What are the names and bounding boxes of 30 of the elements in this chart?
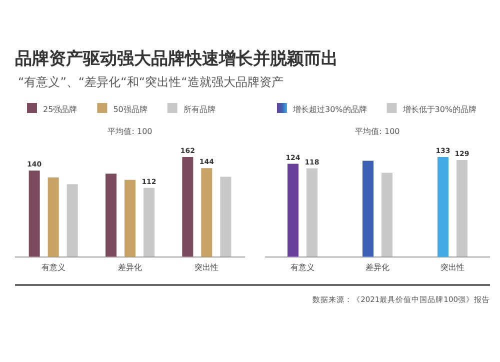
bar bbox=[48, 177, 59, 257]
bar bbox=[382, 172, 392, 257]
bar bbox=[456, 160, 468, 257]
bar bbox=[362, 160, 374, 257]
x-tick-label: 差异化 bbox=[366, 263, 390, 272]
bar bbox=[438, 157, 448, 257]
bar bbox=[288, 164, 298, 257]
bar bbox=[306, 168, 318, 257]
chart-title: 品牌资产驱动强大品牌快速增长并脱颖而出 bbox=[15, 49, 338, 69]
legend-label: 50强品牌 bbox=[113, 105, 148, 114]
x-tick-label: 突出性 bbox=[194, 263, 219, 272]
bar bbox=[201, 168, 212, 257]
legend-label: 25强品牌 bbox=[43, 105, 78, 114]
bar bbox=[66, 184, 78, 257]
legend-label: 增长低于30%的品牌 bbox=[402, 105, 477, 114]
bar bbox=[28, 170, 40, 257]
x-tick-label: 有意义 bbox=[290, 263, 314, 272]
text: 平均值: 100 bbox=[108, 127, 152, 136]
text: 平均值: 100 bbox=[355, 127, 400, 136]
legend-label: 所有品牌 bbox=[183, 105, 216, 114]
legend-label: 增长超过30%的品牌 bbox=[292, 105, 367, 114]
x-tick-label: 有意义 bbox=[41, 263, 66, 272]
bar bbox=[182, 157, 194, 257]
bar bbox=[124, 180, 136, 257]
bar bbox=[144, 188, 154, 257]
bar bbox=[220, 176, 232, 257]
x-tick-label: 突出性 bbox=[440, 263, 464, 272]
chart-subtitle: “有意义”、“差异化“和“突出性“造就强大品牌资产 bbox=[18, 75, 284, 89]
bar bbox=[106, 174, 116, 257]
x-tick-label: 差异化 bbox=[118, 263, 142, 272]
